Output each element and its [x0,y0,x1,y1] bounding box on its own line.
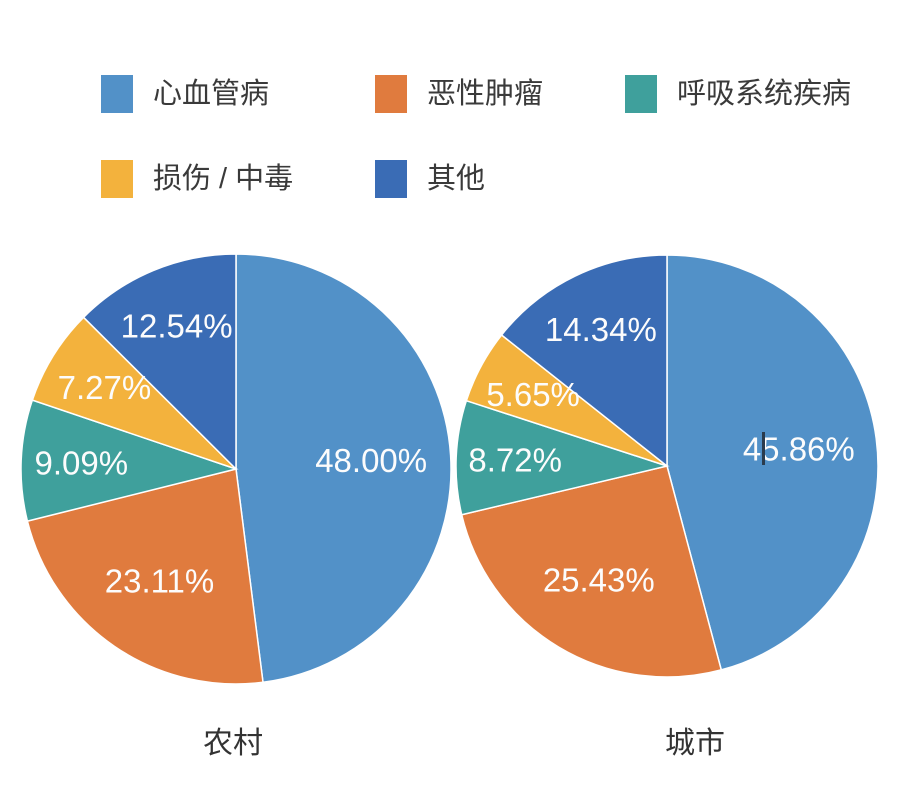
pie-rural-slice-injury-poisoning[interactable] [31,316,237,470]
pie-urban-percent-label-cardiovascular-disease: 45.86% [743,430,855,467]
pie-rural-percent-label-cardiovascular-disease: 48.00% [315,442,427,479]
legend-item-respiratory-disease[interactable]: 呼吸系统疾病 [625,75,851,113]
legend-label-cardiovascular-disease: 心血管病 [153,78,270,110]
pie-rural-slice-respiratory-disease[interactable] [20,399,239,523]
pie-urban-slice-respiratory-disease[interactable] [455,399,670,516]
pie-rural-percent-label-other: 12.54% [121,308,233,345]
legend-item-other[interactable]: 其他 [375,160,485,198]
legend-swatch-cardiovascular-disease [101,75,133,113]
pie-urban-percent-label-respiratory-disease: 8.72% [468,441,562,478]
pie-urban-percent-label-injury-poisoning: 5.65% [486,376,580,413]
pie-urban-percent-label-malignant-tumor: 25.43% [543,562,655,599]
pie-urban-slice-cardiovascular-disease[interactable] [666,254,879,671]
legend-swatch-respiratory-disease [625,75,657,113]
legend-item-injury-poisoning[interactable]: 损伤 / 中毒 [101,160,293,198]
legend-swatch-malignant-tumor [375,75,407,113]
legend-item-cardiovascular-disease[interactable]: 心血管病 [101,75,269,113]
pie-urban-percent-label-other: 14.34% [545,311,657,348]
pie-urban: 45.86% 25.43% 8.72% 5.65% 14.34% [455,254,879,678]
legend-label-malignant-tumor: 恶性肿瘤 [427,78,544,110]
legend-label-other: 其他 [427,163,486,195]
legend-label-injury-poisoning: 损伤 / 中毒 [153,163,294,195]
pie-rural-percent-label-respiratory-disease: 9.09% [35,444,129,481]
pie-rural: 48.00% 23.11% 9.09% 7.27% 12.54% [20,253,452,685]
legend-label-respiratory-disease: 呼吸系统疾病 [677,78,852,110]
axis-label-rural: 农村 [203,727,263,760]
legend-swatch-injury-poisoning [101,160,133,198]
pie-rural-slice-malignant-tumor[interactable] [26,468,264,685]
axis-label-urban: 城市 [665,727,725,760]
pie-urban-slice-other[interactable] [500,254,668,468]
legend-swatch-other [375,160,407,198]
text-cursor-artifact [762,432,765,465]
pie-urban-slice-malignant-tumor[interactable] [460,465,723,678]
pie-rural-percent-label-injury-poisoning: 7.27% [58,369,152,406]
pie-rural-percent-label-malignant-tumor: 23.11% [105,562,214,599]
legend-item-malignant-tumor[interactable]: 恶性肿瘤 [375,75,543,113]
pie-rural-slice-cardiovascular-disease[interactable] [235,253,452,684]
pie-rural-slice-other[interactable] [82,253,237,471]
